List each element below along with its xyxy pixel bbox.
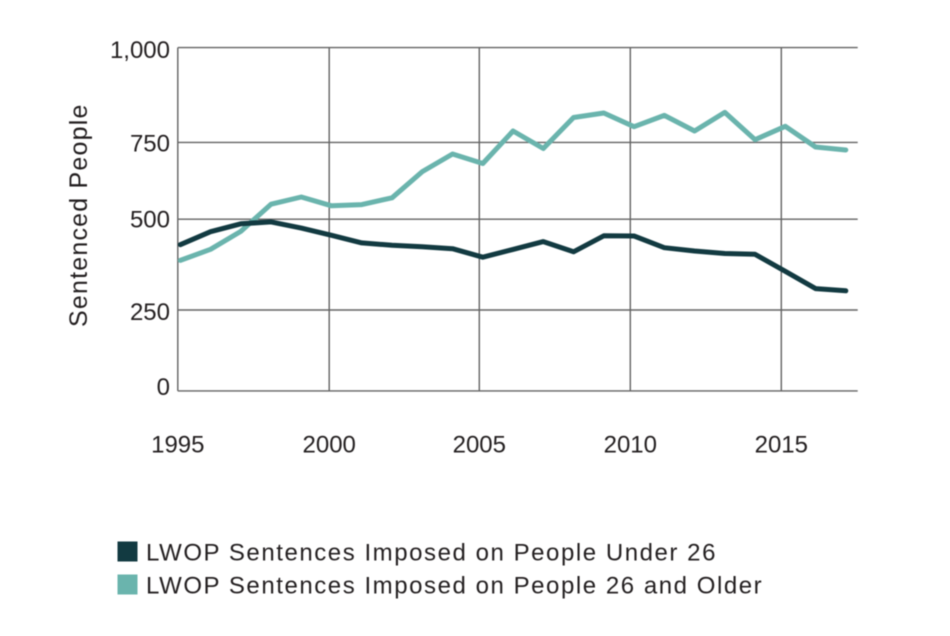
svg-text:1995: 1995 [151,432,204,459]
svg-text:2000: 2000 [303,432,356,459]
svg-text:2015: 2015 [755,432,808,459]
svg-text:LWOP Sentences Imposed on Peop: LWOP Sentences Imposed on People Under 2… [146,540,717,567]
svg-text:Sentenced People: Sentenced People [65,103,93,327]
svg-text:2005: 2005 [453,432,506,459]
svg-text:250: 250 [130,299,170,326]
svg-text:LWOP Sentences Imposed on Peop: LWOP Sentences Imposed on People 26 and … [146,573,763,600]
svg-text:1,000: 1,000 [110,37,170,64]
svg-text:2010: 2010 [604,432,657,459]
svg-text:500: 500 [130,207,170,234]
svg-text:0: 0 [157,374,170,401]
svg-text:750: 750 [130,131,170,158]
